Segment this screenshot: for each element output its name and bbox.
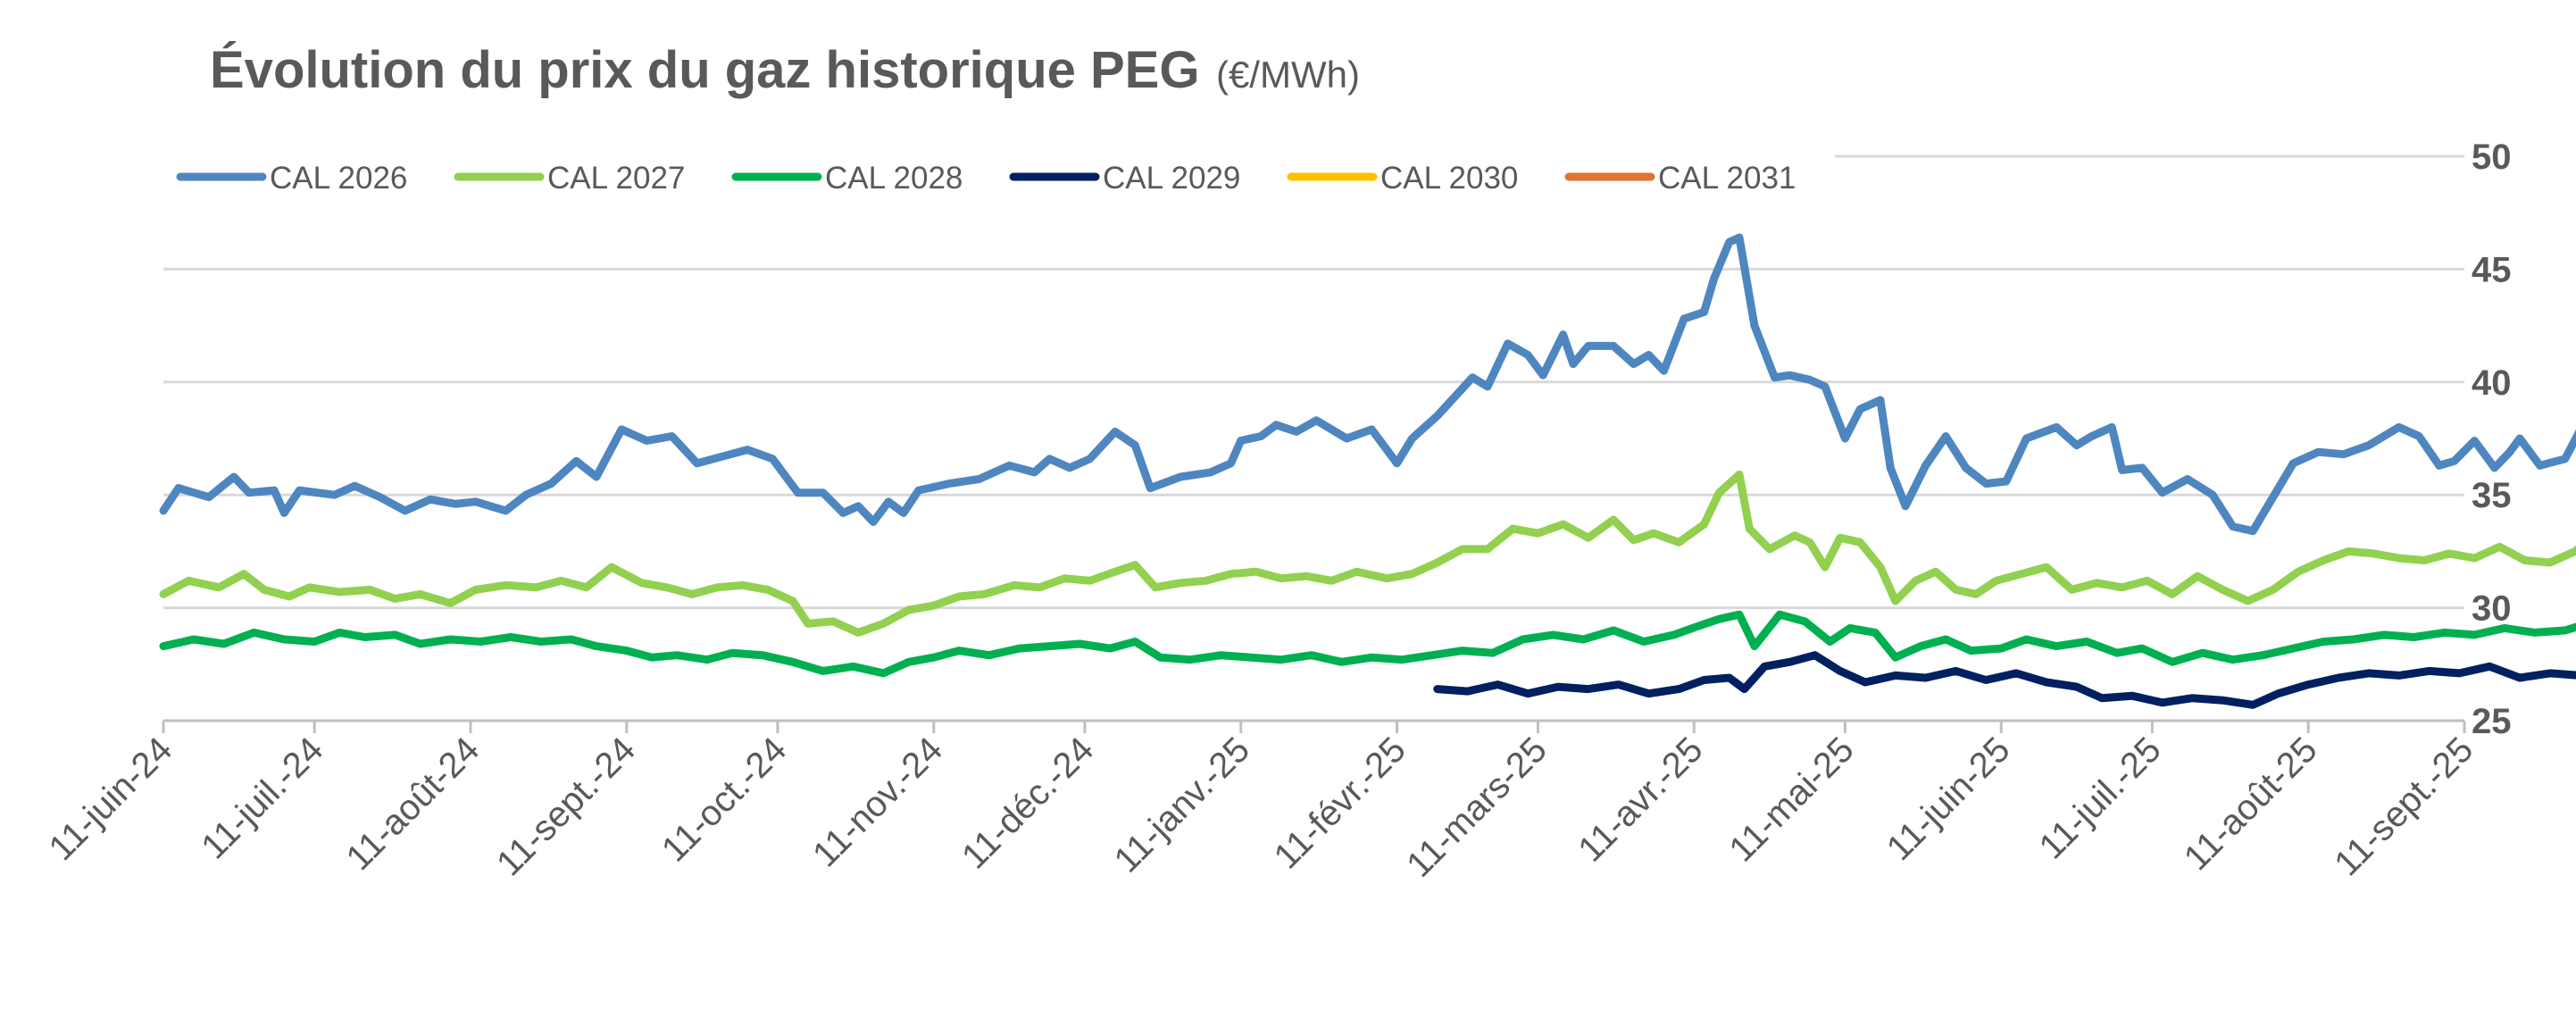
y-axis-ticks: 25 30 35 40 45 50: [2472, 138, 2512, 741]
series-line-cal-2026: [159, 233, 2576, 536]
series-lines: [159, 233, 2576, 709]
x-tick-label: 11-nov.-24: [805, 730, 950, 874]
x-tick-label: 11-août-25: [2177, 730, 2325, 878]
x-tick-label: 11-oct.-24: [654, 730, 794, 869]
x-tick-label: 11-juin-24: [42, 730, 180, 868]
legend-label: CAL 2030: [1380, 161, 1518, 196]
x-tick-label: 11-févr.-25: [1267, 730, 1413, 876]
y-tick-label: 50: [2472, 138, 2512, 177]
series-line-cal-2028: [159, 610, 2576, 678]
x-tick-label: 11-sept.-25: [2327, 730, 2480, 883]
legend-label: CAL 2028: [825, 161, 963, 196]
series-line-cal-2029: [1433, 651, 2576, 709]
y-tick-label: 45: [2472, 250, 2512, 289]
x-tick-label: 11-mars-25: [1399, 730, 1555, 885]
gridlines: [163, 154, 2464, 722]
y-tick-label: 35: [2472, 476, 2512, 515]
series-line-cal-2027: [159, 470, 2576, 637]
legend-label: CAL 2031: [1658, 161, 1796, 196]
chart-title-main: Évolution du prix du gaz historique PEG: [210, 41, 1200, 99]
y-tick-label: 30: [2472, 589, 2512, 629]
x-axis-ticks: 11-juin-24 11-juil.-24 11-août-24 11-sept.-…: [42, 721, 2480, 885]
x-tick-label: 11-janv.-25: [1107, 730, 1257, 880]
legend-label: CAL 2027: [547, 161, 685, 196]
x-tick-label: 11-sept.-24: [489, 730, 643, 883]
x-tick-label: 11-juil.-25: [2032, 730, 2169, 866]
legend-label: CAL 2029: [1103, 161, 1240, 196]
x-tick-label: 11-août-24: [339, 730, 488, 878]
x-tick-label: 11-déc.-24: [955, 730, 1101, 876]
legend: CAL 2026 CAL 2027 CAL 2028 CAL 2029 CAL 2030…: [176, 161, 1796, 196]
y-tick-label: 40: [2472, 363, 2512, 403]
chart-title: Évolution du prix du gaz historique PEG …: [210, 41, 1360, 99]
x-tick-label: 11-juil.-24: [194, 730, 330, 866]
chart-title-unit: (€/MWh): [1216, 54, 1360, 96]
legend-label: CAL 2026: [270, 161, 407, 196]
y-tick-label: 25: [2472, 702, 2512, 741]
x-tick-label: 11-mai-25: [1722, 730, 1861, 869]
x-tick-label: 11-avr.-25: [1571, 730, 1710, 869]
x-tick-label: 11-juin-25: [1880, 730, 2018, 868]
